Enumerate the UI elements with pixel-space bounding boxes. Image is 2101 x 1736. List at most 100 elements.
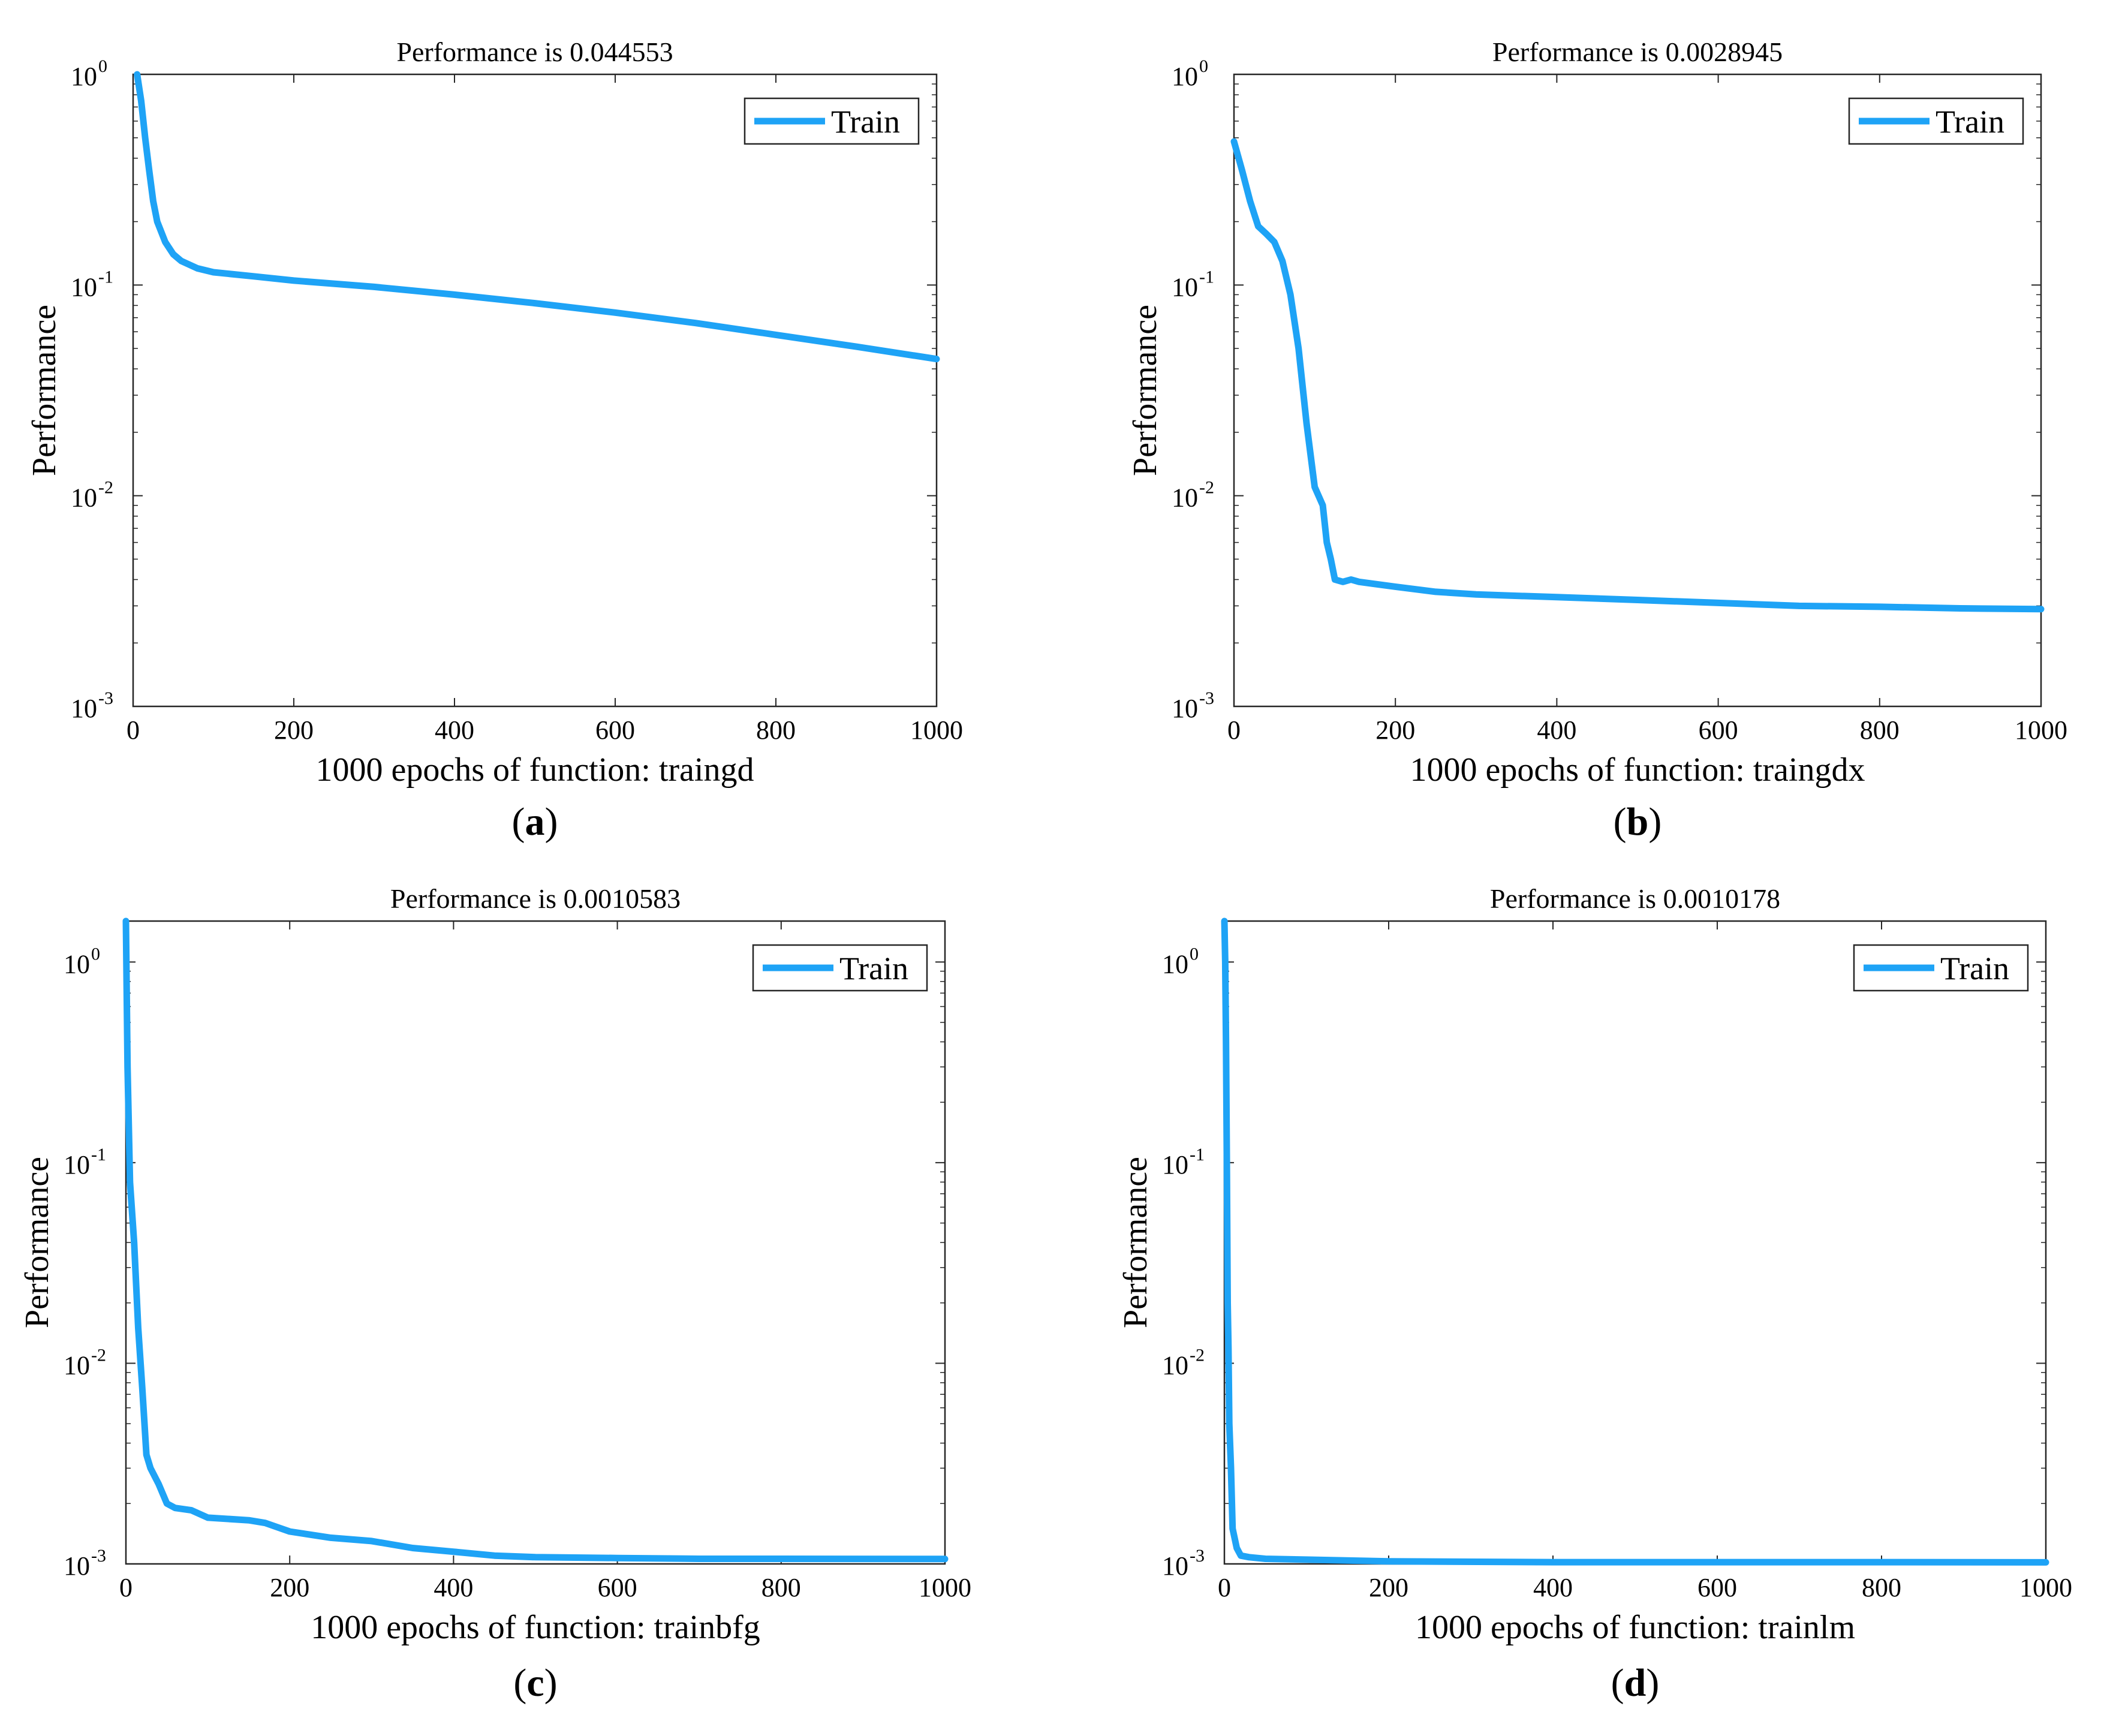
y-tick-exponent: -3 bbox=[91, 1546, 106, 1566]
x-tick-label: 200 bbox=[1375, 715, 1415, 745]
axes-box bbox=[1233, 73, 2042, 708]
x-tick-label: 800 bbox=[1862, 1573, 1901, 1602]
y-axis-label: Performance bbox=[1127, 305, 1164, 476]
x-tick-label: 800 bbox=[756, 715, 796, 745]
y-tick-label: 10 bbox=[1172, 483, 1198, 513]
y-tick-label: 10 bbox=[71, 694, 97, 723]
x-tick-label: 400 bbox=[435, 715, 474, 745]
axes-box bbox=[1223, 920, 2047, 1565]
y-tick-base: 10 bbox=[71, 272, 97, 302]
series-line-train bbox=[1221, 917, 2049, 1566]
y-tick-base: 10 bbox=[71, 694, 97, 723]
y-tick-base: 10 bbox=[71, 62, 97, 91]
x-tick-label: 600 bbox=[1699, 715, 1738, 745]
y-tick-exponent: -1 bbox=[91, 1145, 106, 1165]
y-tick-exponent: -3 bbox=[98, 688, 113, 708]
legend-label: Train bbox=[1936, 104, 2004, 140]
y-tick-label: 10 bbox=[71, 483, 97, 513]
y-tick-base: 10 bbox=[71, 483, 97, 513]
chart-title: Performance is 0.0010178 bbox=[1490, 883, 1780, 914]
y-tick-label: 10 bbox=[1162, 1350, 1188, 1380]
panel-letter: c bbox=[526, 1661, 544, 1705]
y-tick-exponent: 0 bbox=[1199, 56, 1208, 76]
x-tick-label: 200 bbox=[274, 715, 314, 745]
x-tick-label: 400 bbox=[1533, 1573, 1573, 1602]
y-tick-label: 10 bbox=[1172, 272, 1198, 302]
x-tick-label: 0 bbox=[1227, 715, 1241, 745]
y-tick-label: 10 bbox=[1172, 694, 1198, 723]
y-tick-exponent: -2 bbox=[1190, 1345, 1205, 1365]
y-tick-label: 10 bbox=[64, 1551, 90, 1581]
panel-caption: (c) bbox=[513, 1661, 557, 1705]
x-axis-label: 1000 epochs of function: traingdx bbox=[1410, 751, 1865, 789]
y-tick-exponent: 0 bbox=[91, 944, 100, 964]
y-tick-exponent: -2 bbox=[1199, 478, 1214, 498]
panel-letter: d bbox=[1624, 1661, 1647, 1705]
panel-caption: (d) bbox=[1611, 1661, 1660, 1705]
y-tick-label: 10 bbox=[64, 949, 90, 979]
y-tick-label: 10 bbox=[1172, 62, 1198, 91]
y-tick-exponent: 0 bbox=[1190, 944, 1199, 964]
series-line-train bbox=[1230, 138, 2045, 613]
x-axis-label: 1000 epochs of function: trainbfg bbox=[311, 1609, 760, 1646]
chart-title: Performance is 0.044553 bbox=[396, 37, 673, 67]
y-tick-exponent: -1 bbox=[1190, 1145, 1205, 1165]
legend: Train bbox=[752, 944, 928, 992]
axes-box bbox=[132, 73, 938, 708]
y-tick-exponent: -2 bbox=[91, 1345, 106, 1365]
y-tick-base: 10 bbox=[1172, 62, 1198, 91]
y-axis-label: Performance bbox=[1117, 1157, 1154, 1328]
y-axis-label: Performance bbox=[19, 1157, 56, 1328]
y-tick-exponent: -1 bbox=[98, 267, 113, 287]
y-tick-base: 10 bbox=[1172, 694, 1198, 723]
x-tick-label: 200 bbox=[270, 1573, 309, 1602]
x-tick-label: 0 bbox=[119, 1573, 133, 1602]
x-axis-label: 1000 epochs of function: traingd bbox=[316, 751, 754, 789]
x-tick-label: 400 bbox=[1537, 715, 1576, 745]
y-axis-label: Performance bbox=[26, 305, 63, 476]
y-tick-exponent: -1 bbox=[1199, 267, 1214, 287]
y-tick-base: 10 bbox=[1172, 483, 1198, 513]
y-tick-base: 10 bbox=[1162, 1350, 1188, 1380]
y-tick-exponent: 0 bbox=[98, 56, 107, 76]
x-tick-label: 400 bbox=[434, 1573, 473, 1602]
y-tick-label: 10 bbox=[64, 1150, 90, 1180]
y-tick-label: 10 bbox=[1162, 949, 1188, 979]
x-tick-label: 1000 bbox=[2015, 715, 2067, 745]
panel-caption: (b) bbox=[1614, 800, 1662, 844]
y-tick-base: 10 bbox=[1162, 949, 1188, 979]
y-tick-base: 10 bbox=[1162, 1551, 1188, 1581]
x-tick-label: 0 bbox=[1218, 1573, 1231, 1602]
x-tick-label: 200 bbox=[1369, 1573, 1408, 1602]
y-tick-exponent: -2 bbox=[98, 478, 113, 498]
panel-letter: b bbox=[1627, 800, 1649, 844]
y-tick-base: 10 bbox=[64, 1350, 90, 1380]
legend: Train bbox=[744, 97, 920, 145]
y-tick-base: 10 bbox=[64, 949, 90, 979]
y-tick-label: 10 bbox=[71, 62, 97, 91]
x-tick-label: 1000 bbox=[919, 1573, 971, 1602]
panel-letter: a bbox=[525, 800, 545, 844]
y-tick-label: 10 bbox=[64, 1350, 90, 1380]
chart-title: Performance is 0.0010583 bbox=[390, 883, 681, 914]
y-tick-label: 10 bbox=[1162, 1150, 1188, 1180]
y-tick-label: 10 bbox=[1162, 1551, 1188, 1581]
legend-label: Train bbox=[1940, 950, 2009, 986]
series-line-train bbox=[134, 71, 940, 363]
x-tick-label: 800 bbox=[1860, 715, 1900, 745]
y-tick-base: 10 bbox=[64, 1150, 90, 1180]
y-tick-exponent: -3 bbox=[1190, 1546, 1205, 1566]
x-tick-label: 600 bbox=[1697, 1573, 1737, 1602]
legend: Train bbox=[1853, 944, 2029, 992]
y-tick-base: 10 bbox=[1172, 272, 1198, 302]
x-tick-label: 0 bbox=[127, 715, 140, 745]
y-tick-base: 10 bbox=[1162, 1150, 1188, 1180]
x-axis-label: 1000 epochs of function: trainlm bbox=[1415, 1609, 1855, 1646]
legend-label: Train bbox=[831, 104, 900, 140]
x-tick-label: 600 bbox=[598, 1573, 637, 1602]
series-line-train bbox=[122, 917, 949, 1563]
